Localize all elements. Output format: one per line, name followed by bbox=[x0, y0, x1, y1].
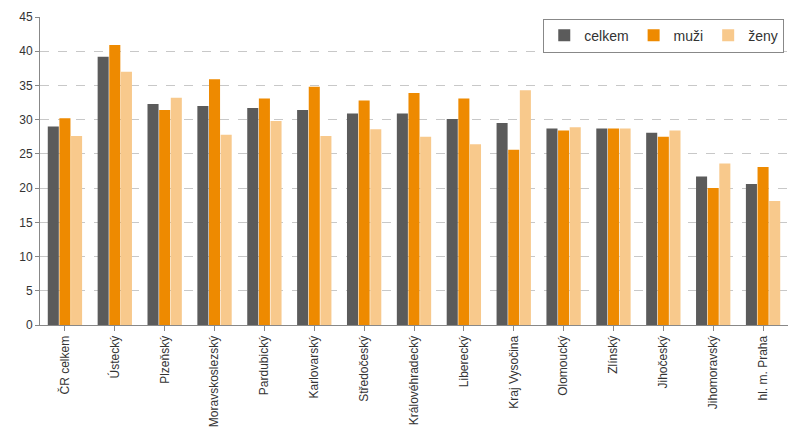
svg-text:muži: muži bbox=[674, 28, 704, 44]
svg-text:20: 20 bbox=[19, 181, 33, 195]
svg-text:Pardubický: Pardubický bbox=[257, 336, 271, 395]
svg-text:30: 30 bbox=[19, 113, 33, 127]
svg-text:celkem: celkem bbox=[584, 28, 628, 44]
svg-text:Olomoucký: Olomoucký bbox=[557, 336, 571, 396]
svg-text:25: 25 bbox=[19, 147, 33, 161]
svg-text:10: 10 bbox=[19, 250, 33, 264]
svg-text:hl. m. Praha: hl. m. Praha bbox=[756, 335, 770, 400]
svg-text:35: 35 bbox=[19, 79, 33, 93]
svg-text:0: 0 bbox=[26, 318, 33, 332]
svg-text:Liberecký: Liberecký bbox=[457, 336, 471, 387]
svg-text:5: 5 bbox=[26, 284, 33, 298]
svg-text:40: 40 bbox=[19, 44, 33, 58]
svg-text:Jihomoravský: Jihomoravský bbox=[706, 336, 720, 409]
svg-text:Ústecký: Ústecký bbox=[107, 336, 122, 379]
svg-text:45: 45 bbox=[19, 10, 33, 24]
svg-text:Moravskoslezský: Moravskoslezský bbox=[207, 336, 221, 427]
svg-text:Plzeňský: Plzeňský bbox=[158, 336, 172, 384]
svg-text:Středočeský: Středočeský bbox=[357, 336, 371, 402]
svg-text:Královéhradecký: Královéhradecký bbox=[407, 336, 421, 425]
svg-text:ženy: ženy bbox=[748, 28, 778, 44]
svg-text:15: 15 bbox=[19, 216, 33, 230]
svg-text:Kraj Vysočina: Kraj Vysočina bbox=[507, 335, 521, 408]
svg-text:Jihočeský: Jihočeský bbox=[656, 336, 670, 389]
svg-text:ČR celkem: ČR celkem bbox=[57, 336, 72, 395]
svg-text:Zlínský: Zlínský bbox=[606, 336, 620, 374]
svg-text:Karlovarský: Karlovarský bbox=[307, 336, 321, 399]
